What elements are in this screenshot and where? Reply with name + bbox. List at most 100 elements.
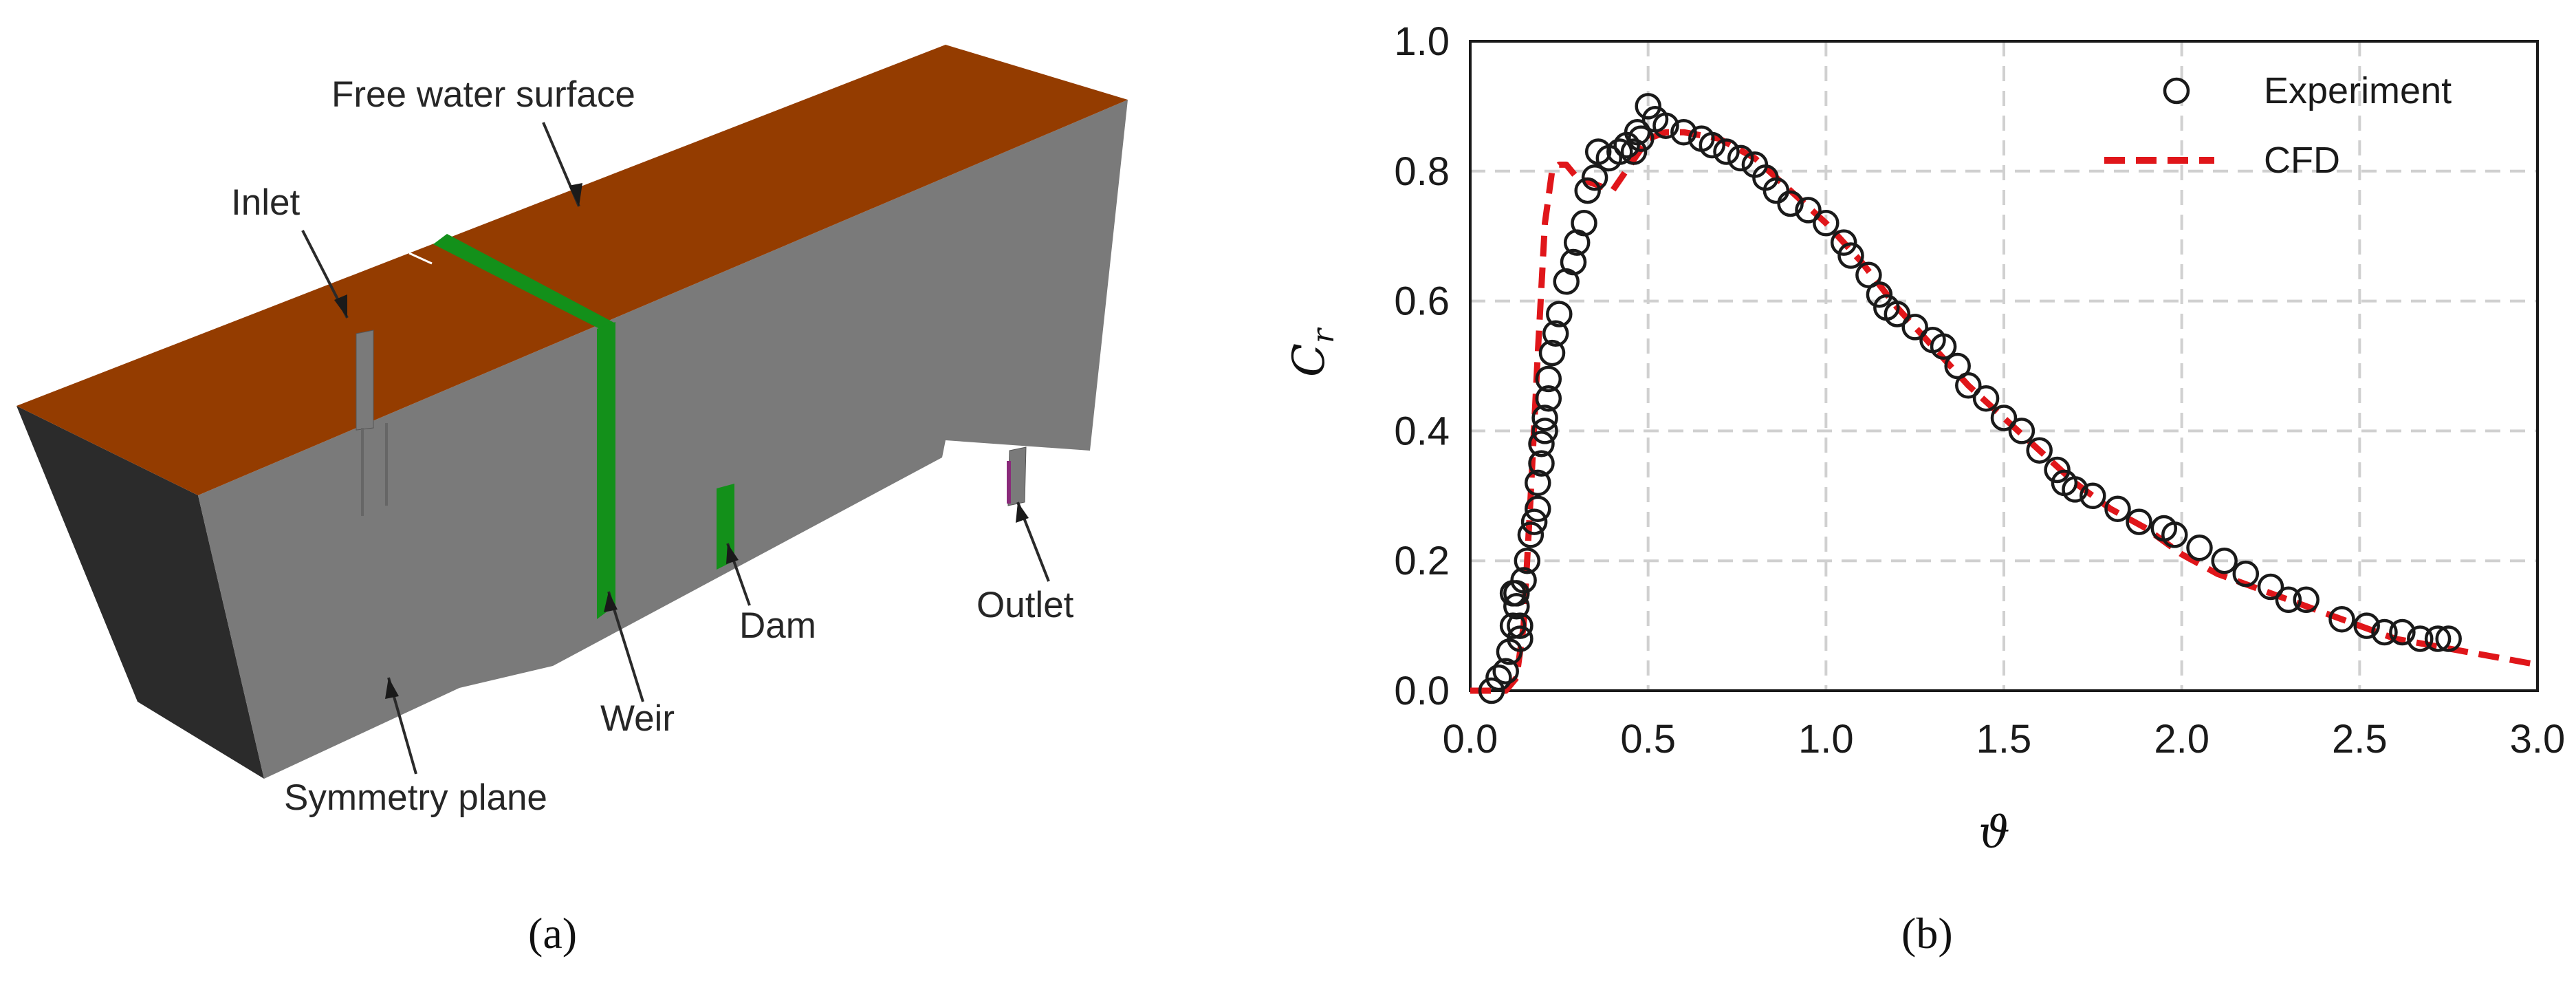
experiment-point (1795, 197, 1822, 224)
experiment-point (2186, 535, 2213, 561)
x-axis-label: ϑ (1978, 808, 2010, 859)
y-tick-label: 0.4 (1394, 409, 1450, 453)
experiment-series (1478, 93, 2462, 704)
experiment-point (2257, 573, 2284, 601)
experiment-point (1699, 131, 1726, 159)
experiment-point (2161, 521, 2188, 548)
experiment-point (1507, 612, 1533, 639)
x-tick-label: 0.0 (1443, 717, 1498, 762)
experiment-point (1507, 625, 1533, 652)
experiment-point (1866, 281, 1893, 308)
y-tick-label: 0.2 (1394, 539, 1450, 583)
experiment-point (1944, 352, 1971, 380)
experiment-point (1535, 385, 1562, 412)
experiment-point (1837, 242, 1864, 269)
experiment-point (1777, 190, 1804, 217)
y-tick-label: 0.8 (1394, 149, 1450, 194)
experiment-point (1581, 164, 1608, 191)
experiment-point (2407, 625, 2434, 652)
experiment-point (2275, 586, 2302, 614)
experiment-point (1531, 418, 1558, 444)
experiment-point (1560, 248, 1587, 276)
legend: Experiment CFD (2104, 70, 2452, 181)
y-tick-label: 0.0 (1394, 669, 1450, 713)
y-tick-label: 0.6 (1394, 279, 1450, 324)
experiment-point (1955, 372, 1982, 399)
panel-a-3d-model: Free water surface Inlet Weir Dam Outlet… (17, 45, 1128, 958)
arrowhead-symmetry (385, 678, 399, 699)
experiment-point (1901, 314, 1928, 341)
experiment-point (1503, 580, 1530, 607)
y-axis-label: Cr (1284, 327, 1341, 377)
arrowhead-inlet (334, 294, 347, 318)
arrow-heads (334, 183, 1029, 699)
label-free-water-surface: Free water surface (331, 74, 635, 115)
experiment-point (2008, 418, 2035, 444)
model-end-face (17, 406, 264, 779)
experiment-point (1571, 210, 1597, 237)
arrowhead-weir (604, 592, 618, 612)
label-outlet: Outlet (976, 585, 1074, 625)
experiment-point (1930, 333, 1957, 360)
experiment-point (2126, 508, 2152, 535)
y-tick-label: 1.0 (1394, 19, 1450, 64)
experiment-point (2062, 476, 2088, 503)
experiment-point (2211, 547, 2238, 574)
experiment-point (1670, 118, 1697, 146)
surface-cut-line (408, 252, 433, 265)
experiment-point (1813, 210, 1840, 237)
label-symmetry-plane: Symmetry plane (284, 777, 547, 818)
caption-b: (b) (1901, 909, 1953, 958)
experiment-point (1538, 339, 1566, 367)
label-inlet: Inlet (231, 182, 300, 223)
experiment-point (1535, 365, 1562, 393)
experiment-point (1514, 547, 1541, 574)
experiment-point (1972, 385, 2000, 412)
experiment-point (1620, 138, 1648, 165)
plot-frame (1469, 40, 2539, 692)
experiment-point (2424, 625, 2452, 652)
experiment-point (1990, 405, 2018, 431)
experiment-point (1525, 495, 1551, 522)
experiment-point (2044, 456, 2071, 484)
model-symmetry-face (198, 100, 1128, 779)
experiment-point (2389, 618, 2416, 646)
experiment-point (1635, 93, 1661, 120)
experiment-point (2080, 482, 2106, 510)
cfd-line (1470, 129, 2538, 694)
experiment-point (2435, 625, 2462, 652)
caption-a: (a) (528, 909, 577, 958)
experiment-point (1528, 431, 1555, 457)
experiment-point (1528, 450, 1555, 477)
legend-marker-experiment (2163, 77, 2190, 105)
weir-plate (597, 322, 615, 619)
weir-top-strip (433, 234, 615, 329)
x-tick-label: 3.0 (2510, 717, 2566, 762)
experiment-point (2293, 586, 2320, 614)
experiment-point (1727, 144, 1754, 172)
legend-label-experiment: Experiment (2264, 70, 2452, 111)
x-tick-label: 2.5 (2332, 717, 2388, 762)
experiment-point (1485, 664, 1512, 691)
label-weir: Weir (600, 698, 675, 739)
x-tick-label: 1.0 (1798, 717, 1854, 762)
experiment-point (1628, 125, 1655, 152)
x-tick-label: 2.0 (2154, 717, 2209, 762)
experiment-point (1525, 469, 1551, 497)
x-tick-labels: 0.0 0.5 1.0 1.5 2.0 2.5 3.0 (1443, 717, 2566, 762)
experiment-point (1520, 508, 1548, 535)
experiment-point (1762, 177, 1790, 204)
experiment-point (1830, 229, 1857, 256)
inlet-pipe (356, 330, 374, 431)
model-free-water-surface (17, 45, 1128, 495)
x-tick-label: 0.5 (1620, 717, 1676, 762)
y-tick-labels: 0.0 0.2 0.4 0.6 0.8 1.0 (1394, 19, 1450, 713)
legend-label-cfd: CFD (2264, 140, 2340, 181)
experiment-point (1499, 612, 1527, 639)
label-dam: Dam (739, 605, 816, 646)
experiment-point (1713, 138, 1740, 165)
experiment-point (1652, 112, 1679, 139)
experiment-point (1510, 567, 1537, 594)
experiment-point (2104, 495, 2131, 522)
